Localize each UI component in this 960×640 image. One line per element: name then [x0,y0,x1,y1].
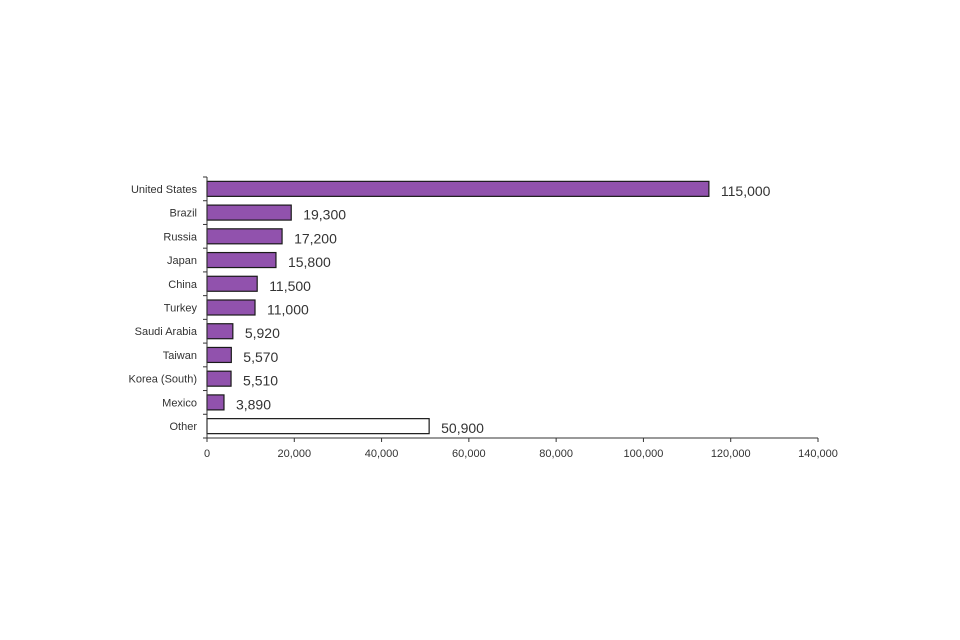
x-tick-label: 80,000 [539,448,573,460]
axis-layer [203,176,819,442]
x-tick-label: 120,000 [711,448,751,460]
bar-saudi-arabia [206,323,234,340]
bar-turkey [206,299,256,316]
data-label-korea-south: 5,510 [243,373,278,389]
x-tick-label: 40,000 [365,448,399,460]
category-label-united-states: United States [131,184,198,196]
category-label-taiwan: Taiwan [163,350,197,362]
labels-layer: United States 115,000 Brazil 19,300 Russia 17… [129,183,838,460]
x-tick-label: 20,000 [277,448,311,460]
data-label-china: 11,500 [269,278,311,294]
category-label-japan: Japan [167,255,197,267]
bar-mexico [206,394,225,411]
bar-united-states [206,180,710,197]
data-label-united-states: 115,000 [721,183,771,199]
category-label-other: Other [169,421,197,433]
data-label-other: 50,900 [441,420,484,436]
x-tick-label: 0 [204,448,210,460]
x-tick-label: 100,000 [624,448,664,460]
data-label-mexico: 3,890 [236,396,271,412]
bar-china [206,275,258,292]
data-label-japan: 15,800 [288,254,331,270]
data-label-saudi-arabia: 5,920 [245,325,280,341]
data-label-russia: 17,200 [294,230,337,246]
x-tick-label: 140,000 [798,448,838,460]
data-label-taiwan: 5,570 [243,349,278,365]
category-label-mexico: Mexico [162,397,197,409]
bar-other [206,418,430,435]
bar-taiwan [206,346,232,364]
bar-korea-south [206,370,232,387]
category-label-korea-south: Korea (South) [129,374,197,386]
data-label-turkey: 11,000 [267,302,309,318]
category-label-russia: Russia [163,231,198,243]
x-tick-label: 60,000 [452,448,486,460]
bar-russia [206,228,283,245]
category-label-brazil: Brazil [169,208,197,220]
bar-brazil [206,204,292,221]
category-label-saudi-arabia: Saudi Arabia [135,326,198,338]
category-label-china: China [168,279,198,291]
category-label-turkey: Turkey [164,303,198,315]
bar-japan [206,251,277,269]
data-label-brazil: 19,300 [303,207,346,223]
